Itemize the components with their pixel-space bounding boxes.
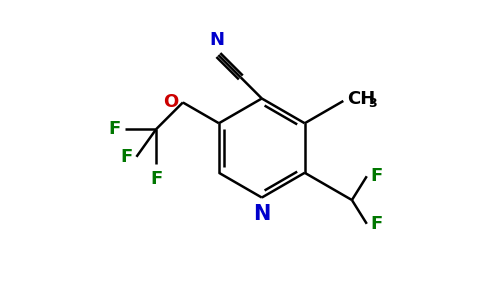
Text: F: F — [371, 215, 383, 233]
Text: O: O — [163, 93, 178, 111]
Text: CH: CH — [348, 90, 376, 108]
Text: N: N — [209, 31, 224, 49]
Text: F: F — [371, 167, 383, 185]
Text: F: F — [150, 170, 163, 188]
Text: 3: 3 — [369, 98, 377, 110]
Text: N: N — [253, 203, 271, 224]
Text: F: F — [108, 120, 121, 138]
Text: F: F — [120, 148, 133, 166]
